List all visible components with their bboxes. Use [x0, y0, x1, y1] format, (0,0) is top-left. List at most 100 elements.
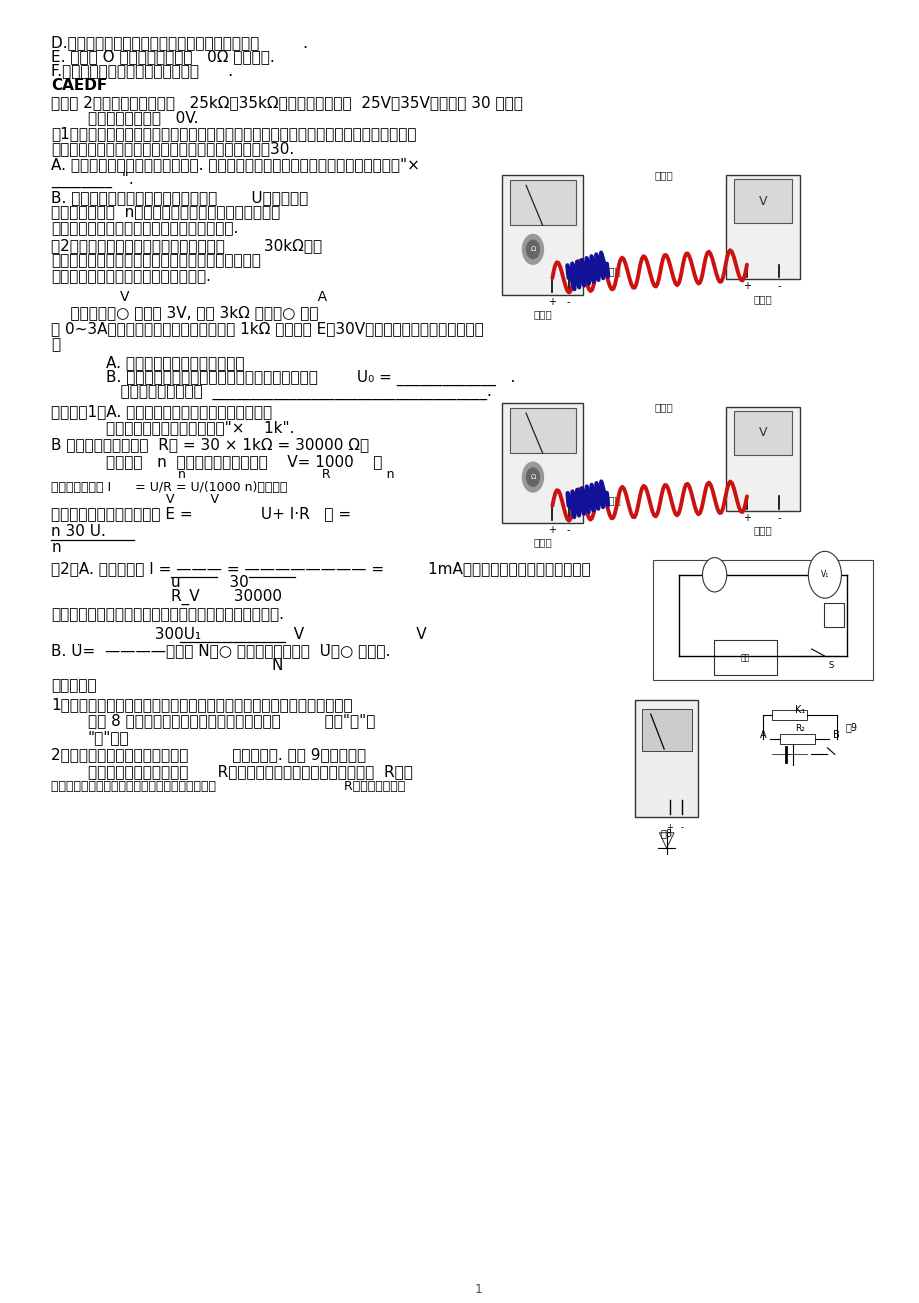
Text: A. 请你将他们的实验电路连接起来. 他们在实验过程中，欧姆挡的选择开关拨至倍率"×: A. 请你将他们的实验电路连接起来. 他们在实验过程中，欧姆挡的选择开关拨至倍率…: [51, 158, 420, 172]
Bar: [771, 710, 806, 721]
Bar: [733, 180, 791, 223]
Text: 图8: 图8: [660, 829, 672, 839]
Text: 达标测试：: 达标测试：: [51, 678, 96, 693]
Text: 合电路欧姆定律电池电动势 E =              U+ I·R   中 =: 合电路欧姆定律电池电动势 E = U+ I·R 中 =: [51, 506, 351, 521]
Text: 1、某同学将多用电表的选择开关旋至高倍率的欧姆挡对二极管进行测量，: 1、某同学将多用电表的选择开关旋至高倍率的欧姆挡对二极管进行测量，: [51, 697, 353, 713]
Text: B ，欧姆表中值电阱为  R中 = 30 × 1kΩ = 30000 Ω，: B ，欧姆表中值电阱为 R中 = 30 × 1kΩ = 30000 Ω，: [51, 437, 369, 452]
Text: 黑表笔: 黑表笔: [602, 266, 620, 276]
Text: 欧姆表指   n  刻度，则电压表内电阱    V= 1000    ，: 欧姆表指 n 刻度，则电压表内电阱 V= 1000 ，: [107, 453, 382, 469]
Text: R_V       30000: R_V 30000: [170, 589, 281, 605]
Text: F.将选择开关拨至交流电压最高挡上      .: F.将选择开关拨至交流电压最高挡上 .: [51, 64, 233, 78]
Circle shape: [526, 240, 539, 258]
Circle shape: [526, 468, 539, 486]
Bar: [509, 408, 575, 453]
Text: Ω: Ω: [529, 474, 535, 480]
Text: 式中各字母的意义是  ____________________________________.: 式中各字母的意义是 ______________________________…: [107, 386, 492, 401]
Text: u          30: u 30: [170, 575, 248, 590]
Bar: [509, 180, 575, 225]
Text: V₁: V₁: [820, 571, 828, 580]
Text: 多用表: 多用表: [533, 537, 551, 547]
Text: B: B: [833, 730, 839, 740]
Circle shape: [702, 558, 726, 592]
Text: -: -: [777, 281, 780, 292]
Text: 电源: 电源: [740, 653, 749, 662]
Text: 红表笔: 红表笔: [654, 401, 673, 412]
Text: 电压表: 电压表: [753, 293, 772, 304]
Text: 解析：（1）A. 电路如图所示，测电阱时应尽量使指: 解析：（1）A. 电路如图所示，测电阱时应尽量使指: [51, 404, 272, 420]
Text: -: -: [777, 513, 780, 523]
Text: N: N: [271, 658, 283, 674]
Text: +: +: [665, 822, 673, 831]
Polygon shape: [659, 833, 674, 848]
Bar: [502, 403, 583, 523]
Text: -: -: [566, 297, 570, 308]
Text: 黑表笔: 黑表笔: [602, 495, 620, 506]
Text: n 30 U.: n 30 U.: [51, 524, 106, 539]
Text: 红表笔: 红表笔: [654, 171, 673, 180]
Text: （2）A. 如图所示， I = ——— = ———————— =         1mA，所以不能用电流表；又电压表: （2）A. 如图所示， I = ——— = ———————— = 1mA，所以不…: [51, 560, 590, 576]
Text: +: +: [743, 281, 750, 292]
Text: R₂: R₂: [794, 723, 804, 732]
Text: 如图 8 所示，由此可判断此时电表指针的偏角         （填"大"或: 如图 8 所示，由此可判断此时电表指针的偏角 （填"大"或: [88, 713, 375, 728]
Circle shape: [808, 551, 841, 598]
Bar: [733, 410, 791, 455]
Text: V         V: V V: [165, 493, 219, 506]
Text: 图9: 图9: [845, 722, 857, 732]
Text: +: +: [548, 297, 556, 308]
Text: n: n: [51, 539, 61, 555]
Text: 值估计近千欧）的阱值，他按规范的操作步骤做出                                R的阱值后，立即: 值估计近千欧）的阱值，他按规范的操作步骤做出 R的阱值后，立即: [51, 780, 405, 794]
Bar: [823, 603, 843, 628]
Text: ________  ".: ________ ".: [51, 172, 134, 189]
Circle shape: [522, 463, 543, 493]
Text: 小格的直流电压表   0V.: 小格的直流电压表 0V.: [88, 111, 199, 125]
Bar: [726, 175, 799, 279]
Text: （2）若在实验过程中测得该电压表内阱为        30kΩ，为: （2）若在实验过程中测得该电压表内阱为 30kΩ，为: [51, 238, 322, 253]
Text: Ω: Ω: [529, 246, 535, 253]
Bar: [641, 709, 691, 752]
Text: 针所指的刻度为  n，并且在实验过程中，一切操作都是: 针所指的刻度为 n，并且在实验过程中，一切操作都是: [51, 206, 280, 220]
Text: 的量程较小于电源电动势，所以滑动变阱器应用分压接法.: 的量程较小于电源电动势，所以滑动变阱器应用分压接法.: [51, 607, 284, 623]
Text: 了测出电压表的量程，现有下列器材可供选用，要求: 了测出电压表的量程，现有下列器材可供选用，要求: [51, 254, 261, 268]
Text: A. 在右边方框中画出实验电路图: A. 在右边方框中画出实验电路图: [107, 354, 244, 370]
Text: （1）某同学在研究性学习过程中想通过上述电压表测量一个多用表中欧姆挡的内部电源的: （1）某同学在研究性学习过程中想通过上述电压表测量一个多用表中欧姆挡的内部电源的: [51, 126, 416, 141]
Text: "小"）。: "小"）。: [88, 730, 130, 745]
Text: K₁: K₁: [794, 705, 804, 715]
Text: S: S: [828, 661, 834, 670]
Text: 电动势，他们从多用表刻度盘上读出电阱刻度中间值为30.: 电动势，他们从多用表刻度盘上读出电阱刻度中间值为30.: [51, 142, 294, 156]
Bar: [778, 734, 813, 744]
Text: B. U̇=  ————，其中 N：○ 表指针所指格数，  U̇：○ 表读数.: B. U̇= ————，其中 N：○ 表指针所指格数， U̇：○ 表读数.: [51, 642, 391, 658]
Text: V: V: [758, 194, 766, 207]
FancyBboxPatch shape: [714, 640, 776, 675]
Text: B. 在实验中，同学读出电压表的读数为       U，欧姆表指: B. 在实验中，同学读出电压表的读数为 U，欧姆表指: [51, 190, 308, 205]
Bar: [502, 175, 583, 294]
Text: E. 调节调 O 电阱，使指针停在   0Ω 刻度线上.: E. 调节调 O 电阱，使指针停在 0Ω 刻度线上.: [51, 50, 275, 64]
Text: 干: 干: [51, 336, 61, 352]
Text: +: +: [743, 513, 750, 523]
Text: 多用表: 多用表: [533, 309, 551, 319]
Text: -: -: [680, 822, 683, 831]
Text: V: V: [758, 426, 766, 439]
Text: D.将两根表笔分别接触待测电阱的两端，记下读数         .: D.将两根表笔分别接触待测电阱的两端，记下读数 .: [51, 35, 308, 50]
Text: A: A: [759, 730, 766, 740]
Text: 多用电表的欧姆挡测电阱      R（阱值估计是几欧）及电路中的电阱  R（阱: 多用电表的欧姆挡测电阱 R（阱值估计是几欧）及电路中的电阱 R（阱: [88, 764, 413, 779]
Text: 正确的，请你导出欧姆表电池的电动势表达式.: 正确的，请你导出欧姆表电池的电动势表达式.: [51, 222, 238, 236]
Circle shape: [522, 235, 543, 265]
Text: V                                           A: V A: [120, 291, 327, 305]
Text: 300U₁                   V                       V: 300U₁ V V: [107, 627, 426, 642]
Bar: [652, 560, 872, 680]
Text: +: +: [548, 525, 556, 536]
Text: n                                  R              n: n R n: [107, 468, 394, 481]
Text: B. 选用记录数据中任一组，写出计算量程的表达式        U₀ = _____________   .: B. 选用记录数据中任一组，写出计算量程的表达式 U₀ = __________…: [107, 370, 516, 386]
Text: 《例题 2》有一内阱未知（约   25kΩ～35kΩ）、量程未知（约  25V～35V），共有 30 个均匀: 《例题 2》有一内阱未知（约 25kΩ～35kΩ）、量程未知（约 25V～35V…: [51, 95, 523, 109]
Text: -: -: [566, 525, 570, 536]
Text: 2、测量电阱所用的欧姆表是根据         定律制成的. 如图 9，某同学用: 2、测量电阱所用的欧姆表是根据 定律制成的. 如图 9，某同学用: [51, 747, 366, 762]
Text: 程 0~3A，内阱未知滑动变阱器：总阱值 1kΩ 稳压电源 E：30V，内阱不能忽略电键、导线若: 程 0~3A，内阱未知滑动变阱器：总阱值 1kΩ 稳压电源 E：30V，内阱不能…: [51, 322, 483, 336]
Text: CAEDF: CAEDF: [51, 78, 108, 93]
Text: 1: 1: [474, 1282, 482, 1295]
Text: 针指在中间值附近，所以应选"×    1k".: 针指在中间值附近，所以应选"× 1k".: [107, 420, 294, 435]
Bar: [635, 700, 698, 817]
Bar: [726, 407, 799, 511]
Text: 流过电压表电流 I      = U/R = U/(1000 n)，根据闭: 流过电压表电流 I = U/R = U/(1000 n)，根据闭: [51, 481, 288, 494]
Text: 标准电压表○ ：量程 3V, 内阱 3kΩ 电流表○ ：量: 标准电压表○ ：量程 3V, 内阱 3kΩ 电流表○ ：量: [51, 306, 318, 321]
Text: 电压表: 电压表: [753, 525, 772, 536]
